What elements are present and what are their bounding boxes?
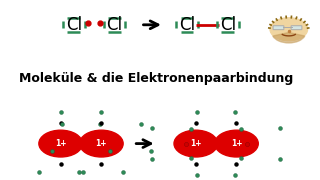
Text: 1+: 1+ (55, 139, 67, 148)
Circle shape (39, 130, 83, 157)
FancyBboxPatch shape (273, 26, 284, 30)
Circle shape (80, 130, 123, 157)
Text: Cl: Cl (179, 16, 195, 34)
Text: Cl: Cl (220, 16, 236, 34)
Text: Moleküle & die Elektronenpaarbindung: Moleküle & die Elektronenpaarbindung (20, 72, 294, 85)
FancyBboxPatch shape (291, 26, 302, 30)
Text: 1+: 1+ (96, 139, 107, 148)
Text: 1+: 1+ (190, 139, 202, 148)
Circle shape (174, 130, 218, 157)
Text: Cl: Cl (66, 16, 82, 34)
Text: Cl: Cl (106, 16, 123, 34)
Wedge shape (273, 32, 305, 43)
Text: 1+: 1+ (231, 139, 242, 148)
Circle shape (270, 18, 308, 41)
Circle shape (215, 130, 258, 157)
